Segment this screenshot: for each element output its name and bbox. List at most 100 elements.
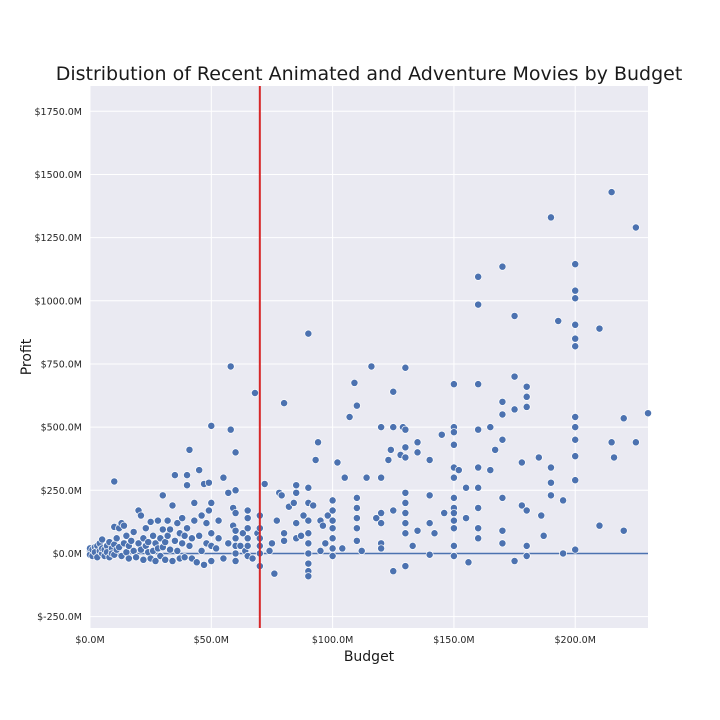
data-point: [522, 392, 531, 401]
data-point: [207, 421, 216, 430]
data-point: [619, 526, 628, 535]
data-point: [243, 541, 252, 550]
data-point: [401, 363, 410, 372]
data-point: [219, 473, 228, 482]
data-point: [498, 493, 507, 502]
data-point: [644, 409, 652, 418]
data-point: [401, 498, 410, 507]
data-point: [158, 525, 167, 534]
data-point: [289, 498, 298, 507]
data-point: [268, 539, 276, 548]
data-point: [183, 471, 191, 480]
data-point: [401, 453, 410, 462]
data-point: [449, 428, 458, 437]
data-point: [425, 491, 434, 500]
data-point: [304, 549, 313, 558]
data-point: [231, 534, 240, 543]
data-point: [304, 529, 313, 538]
data-point: [183, 524, 191, 533]
x-axis-ticks: $0.0M $50.0M $100.0M $150.0M $200.0M: [75, 635, 596, 646]
data-point: [166, 525, 175, 534]
x-tick-label: $150.0M: [433, 635, 474, 646]
data-point: [328, 552, 337, 560]
data-point: [413, 438, 422, 447]
data-point: [207, 498, 216, 507]
data-point: [547, 463, 555, 472]
data-point: [151, 557, 160, 565]
data-point: [292, 481, 301, 490]
data-point: [413, 448, 422, 457]
data-point: [180, 553, 189, 562]
data-point: [413, 526, 422, 535]
y-tick-label: $1500.0M: [35, 170, 82, 181]
data-point: [231, 509, 240, 517]
data-point: [401, 425, 410, 434]
x-tick-label: $100.0M: [312, 635, 353, 646]
data-point: [292, 519, 301, 528]
data-point: [178, 539, 187, 548]
data-point: [462, 514, 470, 523]
data-point: [449, 473, 458, 482]
data-point: [316, 546, 325, 555]
data-point: [498, 410, 507, 419]
data-point: [547, 213, 555, 222]
data-point: [389, 423, 398, 432]
data-point: [231, 557, 240, 565]
data-point: [231, 486, 240, 495]
data-point: [449, 440, 458, 449]
data-point: [292, 488, 301, 497]
data-point: [224, 488, 233, 497]
data-point: [389, 387, 398, 396]
data-point: [226, 425, 235, 434]
data-point: [248, 554, 257, 563]
data-point: [437, 430, 446, 439]
data-point: [377, 473, 386, 482]
data-point: [352, 536, 361, 545]
data-point: [231, 448, 240, 457]
x-axis-label: Budget: [344, 649, 395, 665]
y-tick-label: $1750.0M: [35, 107, 82, 118]
data-point: [166, 545, 175, 554]
data-point: [440, 509, 449, 517]
data-point: [304, 539, 313, 548]
data-point: [498, 526, 507, 535]
data-point: [200, 560, 208, 569]
data-point: [243, 514, 252, 523]
data-point: [328, 524, 337, 533]
data-point: [619, 414, 628, 423]
data-point: [309, 501, 318, 510]
data-point: [238, 529, 247, 538]
data-point: [333, 458, 342, 467]
data-point: [112, 534, 121, 543]
data-point: [352, 504, 361, 512]
data-point: [401, 529, 410, 538]
data-point: [352, 493, 361, 502]
data-point: [547, 491, 555, 500]
data-point: [377, 423, 386, 432]
data-point: [190, 516, 199, 525]
data-point: [595, 521, 604, 530]
data-point: [190, 498, 199, 507]
data-point: [328, 534, 337, 543]
data-point: [204, 478, 213, 487]
data-point: [187, 534, 196, 543]
data-point: [178, 514, 187, 523]
data-point: [170, 471, 179, 480]
data-point: [323, 511, 332, 520]
data-point: [474, 524, 483, 533]
data-point: [163, 516, 172, 525]
data-point: [571, 334, 580, 343]
data-point: [607, 188, 616, 197]
data-point: [149, 531, 158, 540]
y-tick-label: $1000.0M: [35, 296, 82, 307]
data-points: [86, 188, 652, 581]
data-point: [197, 511, 206, 520]
data-point: [304, 516, 313, 525]
data-point: [185, 445, 194, 454]
data-point: [377, 544, 386, 553]
data-point: [272, 516, 281, 525]
data-point: [110, 477, 119, 486]
data-point: [168, 501, 177, 510]
data-point: [498, 435, 507, 444]
